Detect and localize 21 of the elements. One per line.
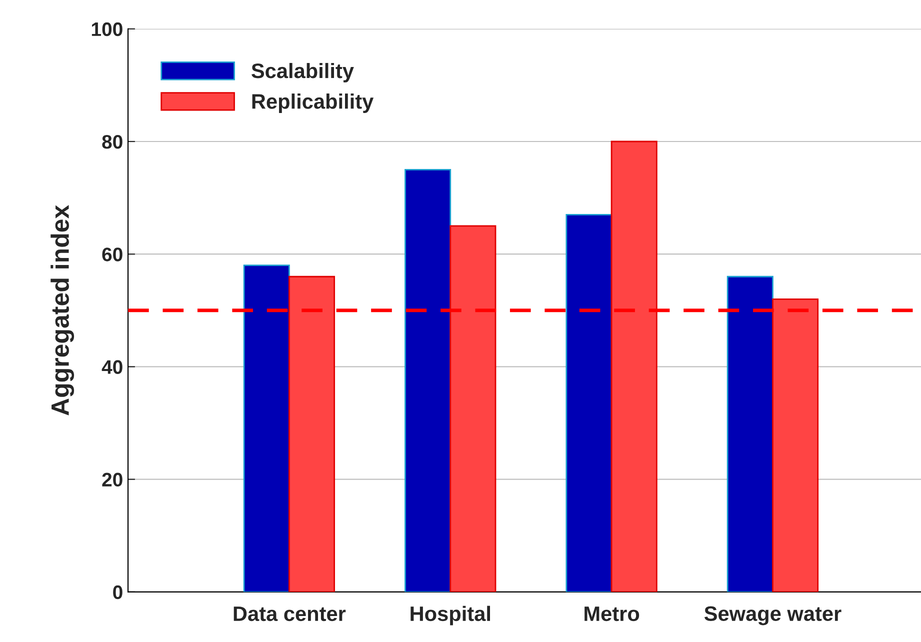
x-tick-label: Sewage water bbox=[704, 606, 842, 626]
x-tick-label: Hospital bbox=[410, 606, 490, 626]
bar bbox=[404, 168, 452, 592]
bar bbox=[610, 140, 658, 592]
x-tick-label: Metro bbox=[584, 606, 640, 622]
legend-label: Replicability bbox=[252, 94, 374, 113]
bar bbox=[726, 276, 774, 592]
bar bbox=[772, 298, 819, 592]
y-tick-label: 80 bbox=[102, 134, 122, 149]
y-tick-label: 20 bbox=[102, 472, 122, 487]
y-tick-label: 0 bbox=[113, 585, 122, 600]
y-tick-label: 40 bbox=[102, 360, 122, 374]
bar bbox=[450, 225, 496, 592]
legend-label: Scalability bbox=[252, 62, 354, 82]
y-axis-title: Aggregated index bbox=[50, 205, 74, 416]
y-tick-label: 100 bbox=[92, 22, 122, 36]
bar bbox=[243, 264, 290, 592]
x-tick-label: Data center bbox=[234, 606, 346, 622]
bar bbox=[288, 276, 336, 592]
y-tick-label: 60 bbox=[102, 248, 122, 262]
bar bbox=[566, 214, 612, 592]
